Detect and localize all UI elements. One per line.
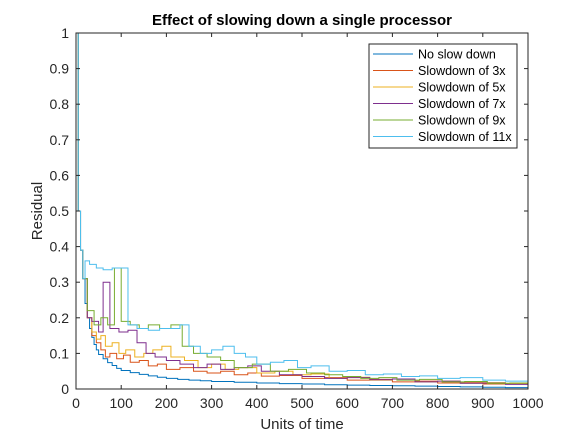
y-tick-label: 0.4 — [50, 239, 70, 255]
x-tick-label: 900 — [471, 395, 495, 411]
series-line-1 — [76, 32, 528, 389]
x-tick-label: 600 — [336, 395, 360, 411]
x-tick-label: 1000 — [512, 395, 543, 411]
legend-item-4[interactable]: Slowdown of 7x — [373, 97, 506, 111]
legend-item-3[interactable]: Slowdown of 5x — [373, 81, 506, 95]
y-tick-label: 0 — [61, 381, 69, 397]
series-line-5 — [76, 32, 528, 384]
y-tick-label: 0.2 — [50, 310, 70, 326]
x-tick-label: 0 — [72, 395, 80, 411]
legend-label: Slowdown of 7x — [418, 97, 506, 111]
y-tick-label: 0.7 — [50, 132, 70, 148]
legend-item-1[interactable]: No slow down — [373, 48, 496, 62]
y-tick-label: 0.8 — [50, 96, 70, 112]
x-tick-label: 500 — [290, 395, 314, 411]
legend-item-2[interactable]: Slowdown of 3x — [373, 64, 506, 78]
x-tick-label: 300 — [200, 395, 224, 411]
legend-label: Slowdown of 5x — [418, 81, 506, 95]
y-tick-label: 1 — [61, 25, 69, 41]
x-axis-title: Units of time — [260, 416, 343, 433]
legend-box — [368, 43, 518, 149]
x-tick-label: 400 — [245, 395, 269, 411]
y-axis-title: Residual — [29, 182, 46, 240]
legend-label: Slowdown of 3x — [418, 64, 506, 78]
y-axis: 0 0.1 0.2 0.3 0.4 0.5 0.6 0.7 0.8 0.9 1 — [50, 25, 528, 397]
y-tick-label: 0.5 — [50, 203, 70, 219]
y-tick-label: 0.3 — [50, 274, 70, 290]
legend[interactable]: No slow down Slowdown of 3x Slowdown of 5x… — [368, 43, 518, 149]
x-tick-label: 800 — [426, 395, 450, 411]
y-tick-label: 0.6 — [50, 167, 70, 183]
series-line-4 — [76, 32, 528, 385]
legend-label: No slow down — [418, 48, 496, 62]
x-tick-label: 700 — [381, 395, 405, 411]
legend-item-5[interactable]: Slowdown of 9x — [373, 114, 506, 128]
legend-label: Slowdown of 11x — [418, 130, 512, 144]
x-tick-label: 100 — [110, 395, 134, 411]
y-tick-label: 0.1 — [50, 345, 70, 361]
series-line-6 — [76, 32, 528, 382]
legend-item-6[interactable]: Slowdown of 11x — [373, 130, 512, 144]
x-tick-label: 200 — [155, 395, 179, 411]
series-layer — [76, 32, 528, 389]
y-tick-label: 0.9 — [50, 61, 70, 77]
legend-label: Slowdown of 9x — [418, 114, 506, 128]
chart-title: Effect of slowing down a single processo… — [152, 12, 452, 29]
x-axis: 0 100 200 300 400 500 600 700 800 900 1000 — [72, 33, 544, 411]
